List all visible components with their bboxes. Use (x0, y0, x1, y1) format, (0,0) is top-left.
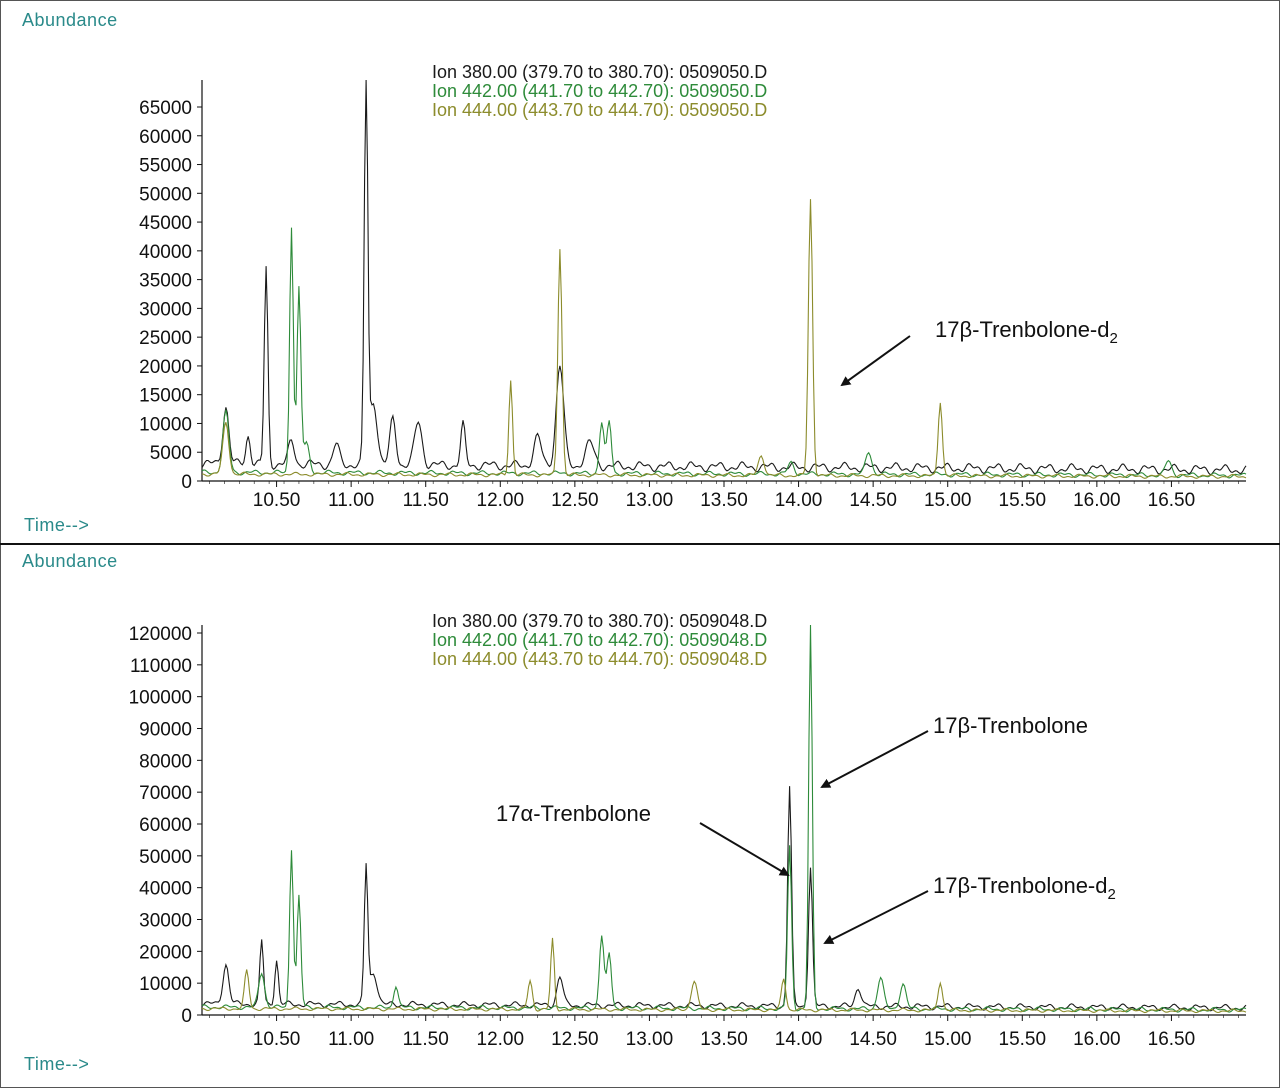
panel-divider (0, 543, 1280, 545)
y-tick-label: 80000 (139, 751, 192, 772)
x-tick-label: 13.00 (626, 1029, 674, 1050)
x-tick-label: 16.50 (1148, 490, 1196, 511)
y-tick-label: 60000 (139, 815, 192, 836)
y-tick-label: 25000 (139, 328, 192, 349)
x-tick-label: 16.00 (1073, 1029, 1121, 1050)
y-tick-label: 120000 (129, 624, 192, 645)
x-tick-label: 13.50 (700, 1029, 748, 1050)
x-tick-label: 14.50 (849, 1029, 897, 1050)
annotation-label: 17β-Trenbolone-d2 (935, 317, 1118, 347)
x-tick-label: 10.50 (253, 1029, 301, 1050)
y-tick-label: 110000 (130, 656, 192, 677)
legend-entry: Ion 442.00 (441.70 to 442.70): 0509050.D (432, 81, 767, 101)
x-tick-label: 15.00 (924, 1029, 972, 1050)
x-tick-label: 11.50 (403, 1029, 449, 1050)
y-tick-label: 20000 (139, 942, 192, 963)
x-axis-title: Time--> (24, 1054, 89, 1074)
x-tick-label: 16.50 (1148, 1029, 1196, 1050)
x-tick-label: 10.50 (253, 490, 301, 511)
chromatogram-panel-top: Abundance Time--> 0 5000 10000 15000 20000 2500… (0, 0, 1280, 542)
x-tick-label: 12.50 (551, 490, 599, 511)
y-axis-title: Abundance (22, 10, 118, 30)
x-tick-label: 14.00 (775, 490, 823, 511)
x-tick-label: 13.00 (626, 490, 674, 511)
y-tick-label: 90000 (139, 720, 192, 741)
y-tick-label: 30000 (139, 299, 192, 320)
x-tick-label: 11.50 (403, 490, 449, 511)
annotation-label: 17β-Trenbolone-d2 (933, 873, 1116, 903)
y-tick-label: 10000 (139, 414, 192, 435)
series-line-ion-380 (201, 79, 1247, 476)
legend-entry: Ion 380.00 (379.70 to 380.70): 0509048.D (432, 611, 767, 631)
legend-entry: Ion 444.00 (443.70 to 444.70): 0509050.D (432, 100, 767, 120)
chromatogram-chart-bottom: Abundance Time--> 0 10000 20000 30000 40000 500… (22, 551, 1247, 1074)
x-tick-label: 12.00 (477, 1029, 525, 1050)
series-line-ion-442 (201, 227, 1247, 479)
series-line-ion-444 (201, 199, 1247, 479)
y-tick-label: 30000 (139, 911, 192, 932)
y-tick-label: 70000 (139, 783, 192, 804)
y-tick-label: 60000 (139, 127, 192, 148)
annotation-arrow (699, 822, 790, 877)
y-tick-label: 15000 (139, 386, 192, 407)
annotation-label: 17β-Trenbolone (933, 713, 1088, 738)
y-axis-title: Abundance (22, 551, 118, 571)
x-tick-label: 11.00 (328, 1029, 374, 1050)
x-tick-label: 15.00 (924, 490, 972, 511)
x-tick-label: 16.00 (1073, 490, 1121, 511)
y-tick-label: 40000 (139, 879, 192, 900)
chromatogram-panel-bottom: Abundance Time--> 0 10000 20000 30000 40000 500… (0, 545, 1280, 1087)
series-line-ion-444 (201, 937, 1247, 1014)
y-tick-label: 10000 (139, 974, 192, 995)
series-line-ion-380 (201, 786, 1247, 1012)
legend-entry: Ion 444.00 (443.70 to 444.70): 0509048.D (432, 649, 767, 669)
y-tick-label: 40000 (139, 242, 192, 263)
y-tick-label: 0 (181, 1006, 192, 1027)
x-tick-label: 15.50 (999, 490, 1047, 511)
annotation-label: 17α-Trenbolone (496, 801, 651, 826)
y-tick-label: 55000 (139, 156, 192, 177)
x-axis-title: Time--> (24, 515, 89, 535)
x-tick-label: 12.00 (477, 490, 525, 511)
y-tick-label: 20000 (139, 357, 192, 378)
y-tick-label: 50000 (139, 847, 192, 868)
y-tick-label: 100000 (129, 688, 192, 709)
annotation-arrow (820, 730, 929, 788)
x-tick-label: 12.50 (551, 1029, 599, 1050)
y-tick-label: 50000 (139, 184, 192, 205)
y-tick-label: 35000 (139, 271, 192, 292)
legend-entry: Ion 380.00 (379.70 to 380.70): 0509050.D (432, 62, 767, 82)
x-tick-label: 15.50 (999, 1029, 1047, 1050)
y-tick-label: 0 (181, 472, 192, 493)
x-tick-label: 14.00 (775, 1029, 823, 1050)
legend-entry: Ion 442.00 (441.70 to 442.70): 0509048.D (432, 630, 767, 650)
y-tick-label: 45000 (139, 213, 192, 234)
x-tick-label: 13.50 (700, 490, 748, 511)
y-tick-label: 5000 (150, 443, 192, 464)
y-tick-label: 65000 (139, 98, 192, 119)
chromatogram-chart-top: Abundance Time--> 0 5000 10000 15000 20000 2500… (22, 10, 1247, 535)
series-line-ion-442 (201, 624, 1247, 1013)
annotation-arrow (840, 335, 911, 387)
x-tick-label: 11.00 (328, 490, 374, 511)
annotation-arrow (823, 890, 929, 944)
x-tick-label: 14.50 (849, 490, 897, 511)
